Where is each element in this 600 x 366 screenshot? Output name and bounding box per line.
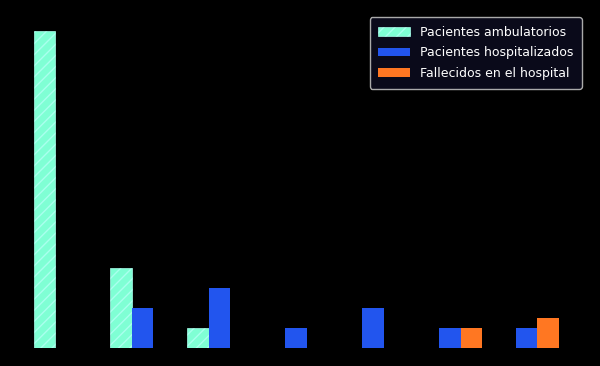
Bar — [34, 31, 55, 348]
Bar — [538, 318, 559, 348]
Bar — [209, 288, 230, 348]
Bar — [110, 269, 132, 348]
Bar — [132, 308, 154, 348]
Bar — [439, 328, 461, 348]
Bar — [286, 328, 307, 348]
Legend: Pacientes ambulatorios, Pacientes hospitalizados, Fallecidos en el hospital: Pacientes ambulatorios, Pacientes hospit… — [370, 17, 582, 89]
Bar — [516, 328, 538, 348]
Bar — [362, 308, 384, 348]
Bar — [187, 328, 209, 348]
Bar — [461, 328, 482, 348]
